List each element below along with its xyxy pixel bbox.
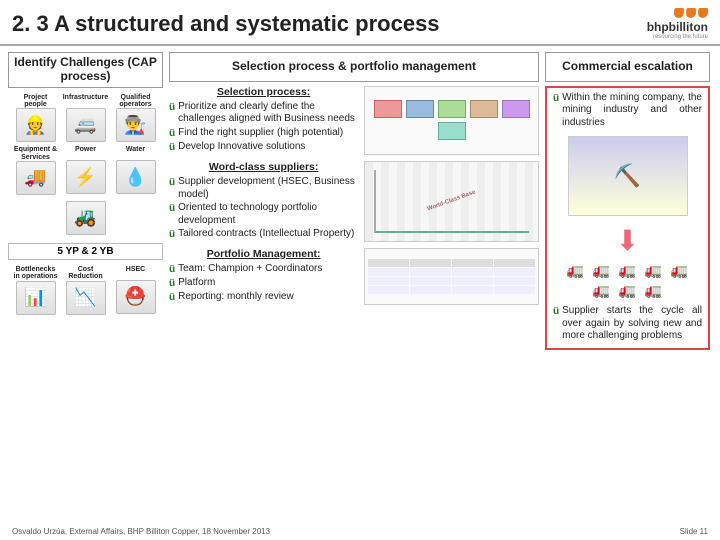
- slide-footer: Osvaldo Urzúa, External Affairs, BHP Bil…: [12, 527, 708, 536]
- section1-title: Selection process:: [169, 86, 358, 99]
- hsec-icon: ⛑️: [116, 280, 156, 314]
- section-portfolio-management: Portfolio Management: üTeam: Champion + …: [169, 248, 539, 305]
- company-logo: bhpbilliton resourcing the future: [647, 8, 708, 40]
- icon-label: Power: [75, 146, 96, 160]
- truck-icon: 🚛: [616, 261, 640, 279]
- check-icon: ü: [169, 291, 175, 304]
- icon-label: HSEC: [126, 266, 145, 280]
- content-columns: Identify Challenges (CAP process) Projec…: [0, 46, 720, 498]
- column-identify-challenges: Identify Challenges (CAP process) Projec…: [8, 52, 163, 498]
- bullet-text: Oriented to technology portfolio develop…: [178, 202, 358, 227]
- check-icon: ü: [553, 92, 559, 105]
- truck-icon: 🚛: [616, 281, 640, 299]
- bullet-text: Reporting: monthly review: [178, 291, 294, 304]
- excavator-icon: 🚜: [66, 201, 106, 235]
- water-icon: 💧: [116, 160, 156, 194]
- truck-icon: 🚛: [668, 261, 692, 279]
- bullet-text: Supplier development (HSEC, Business mod…: [178, 176, 358, 201]
- column-selection-process: Selection process & portfolio management…: [169, 52, 539, 498]
- bullet-text: Supplier starts the cycle all over again…: [562, 305, 702, 343]
- section2-title: Word-class suppliers:: [169, 161, 358, 174]
- col2-heading-box: Selection process & portfolio management: [169, 52, 539, 82]
- icon-row-1: Project people👷 Infrastructure🚐 Qualifie…: [13, 94, 159, 143]
- bullet-text: Develop Innovative solutions: [178, 141, 305, 154]
- icon-row-2: Equipment & Services🚚 Power⚡ Water💧: [13, 146, 159, 195]
- bottlenecks-icon: 📊: [16, 281, 56, 315]
- bullet-text: Within the mining company, the mining in…: [562, 92, 702, 130]
- truck-icon: 🚛: [590, 281, 614, 299]
- bullet-text: Find the right supplier (high potential): [178, 127, 343, 140]
- icon-label: Infrastructure: [63, 94, 109, 108]
- cost-reduction-icon: 📉: [66, 281, 106, 315]
- down-arrow-icon: ⬇: [616, 224, 639, 257]
- sub-heading-5yp: 5 YP & 2 YB: [8, 243, 163, 260]
- slide-header: 2. 3 A structured and systematic process…: [0, 0, 720, 46]
- icon-label: Water: [126, 146, 145, 160]
- check-icon: ü: [169, 101, 175, 114]
- icon-label: Bottlenecks in operations: [13, 266, 59, 281]
- icon-label: Cost Reduction: [63, 266, 109, 281]
- check-icon: ü: [169, 263, 175, 276]
- check-icon: ü: [169, 176, 175, 189]
- col2-heading: Selection process & portfolio management: [172, 57, 536, 77]
- truck-icon: 🚛: [590, 261, 614, 279]
- truck-icon: 🚛: [642, 281, 666, 299]
- equipment-services-icon: 🚚: [16, 161, 56, 195]
- col3-heading: Commercial escalation: [548, 57, 707, 77]
- qualified-operators-icon: 👨‍🏭: [116, 108, 156, 142]
- portfolio-table-diagram: [364, 248, 539, 305]
- truck-icon: 🚛: [642, 261, 666, 279]
- footer-left: Osvaldo Urzúa, External Affairs, BHP Bil…: [12, 527, 270, 536]
- column-commercial-escalation: Commercial escalation üWithin the mining…: [545, 52, 710, 498]
- truck-icon: 🚛: [564, 261, 588, 279]
- world-class-chart: World-Class Base: [364, 161, 539, 242]
- mining-image: ⛏️: [568, 136, 688, 216]
- check-icon: ü: [169, 127, 175, 140]
- check-icon: ü: [169, 228, 175, 241]
- section-world-class-suppliers: Word-class suppliers: üSupplier developm…: [169, 161, 539, 242]
- check-icon: ü: [169, 141, 175, 154]
- bullet-text: Tailored contracts (Intellectual Propert…: [178, 228, 354, 241]
- logo-text: bhpbilliton: [647, 20, 708, 34]
- section3-title: Portfolio Management:: [169, 248, 358, 261]
- icon-label: Equipment & Services: [13, 146, 59, 161]
- section-selection-process: Selection process: üPrioritize and clear…: [169, 86, 539, 155]
- bullet-text: Team: Champion + Coordinators: [178, 263, 322, 276]
- logo-tagline: resourcing the future: [653, 34, 708, 40]
- col3-heading-box: Commercial escalation: [545, 52, 710, 82]
- icon-row-4: Bottlenecks in operations📊 Cost Reductio…: [13, 266, 159, 315]
- process-flow-diagram: [364, 86, 539, 155]
- check-icon: ü: [169, 202, 175, 215]
- check-icon: ü: [169, 277, 175, 290]
- col1-heading: Identify Challenges (CAP process): [9, 53, 162, 87]
- power-icon: ⚡: [66, 160, 106, 194]
- bullet-text: Platform: [178, 277, 215, 290]
- check-icon: ü: [553, 305, 559, 318]
- icon-row-3: 🚜: [63, 201, 109, 235]
- page-title: 2. 3 A structured and systematic process: [12, 11, 647, 37]
- icon-label: Qualified operators: [113, 94, 159, 109]
- icon-label: Project people: [13, 94, 59, 109]
- col1-heading-box: Identify Challenges (CAP process): [8, 52, 163, 88]
- logo-mark: [674, 8, 708, 18]
- col3-body-box: üWithin the mining company, the mining i…: [545, 86, 710, 350]
- truck-grid: 🚛🚛🚛🚛🚛🚛🚛🚛: [553, 261, 702, 299]
- bullet-text: Prioritize and clearly define the challe…: [178, 101, 358, 126]
- infrastructure-icon: 🚐: [66, 108, 106, 142]
- project-people-icon: 👷: [16, 108, 56, 142]
- footer-right: Slide 11: [680, 527, 708, 536]
